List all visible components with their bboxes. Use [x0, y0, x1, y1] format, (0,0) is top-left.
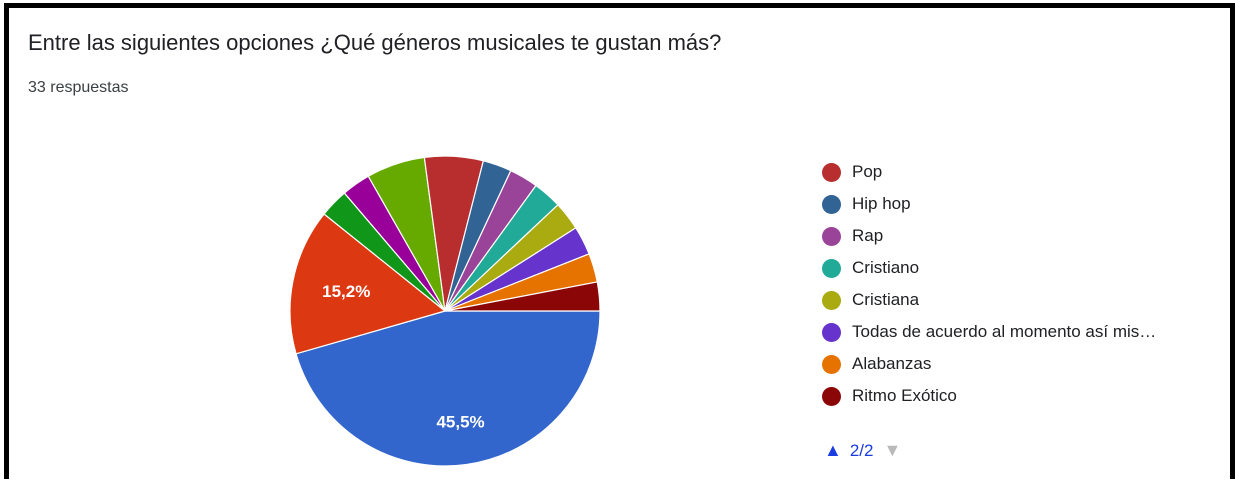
triangle-up-icon[interactable]: ▲ [824, 440, 842, 460]
legend-swatch [822, 258, 841, 278]
legend-label: Hip hop [852, 194, 911, 213]
legend-label: Cristiano [852, 258, 920, 277]
legend-item[interactable]: Cristiano [822, 252, 1227, 284]
legend-swatch [822, 162, 841, 182]
legend-swatch [822, 194, 841, 214]
pie-slice[interactable] [289, 213, 447, 355]
legend-label: Ritmo Exótico [852, 386, 957, 405]
legend-label: Alabanzas [852, 354, 932, 373]
legend-label: Cristiana [852, 290, 920, 309]
legend-swatch [822, 290, 841, 310]
legend-item[interactable]: Rap [822, 220, 1227, 252]
legend-item[interactable]: Pop [822, 156, 1227, 188]
legend-item[interactable]: Ritmo Exótico [822, 380, 1227, 412]
legend: Pop Hip hop Rap Cristiano Cristiana Todas de … [822, 156, 1227, 412]
chart-card [4, 3, 1235, 479]
legend-item[interactable]: Todas de acuerdo al momento así mis… [822, 316, 1227, 348]
pie-slice[interactable] [444, 281, 601, 312]
legend-swatch [822, 226, 841, 246]
legend-swatch [822, 386, 841, 406]
response-count: 33 respuestas [28, 79, 129, 96]
page-indicator: 2/2 [849, 440, 874, 460]
legend-item[interactable]: Alabanzas [822, 348, 1227, 380]
legend-pager: ▲ 2/2 ▼ [824, 440, 901, 461]
legend-label: Pop [852, 162, 883, 181]
pie-slice[interactable] [295, 310, 601, 467]
slice-percent-label: 45,5% [436, 413, 484, 432]
legend-item[interactable]: Cristiana [822, 284, 1227, 316]
chart-title: Entre las siguientes opciones ¿Qué géner… [28, 30, 722, 55]
triangle-down-icon[interactable]: ▼ [883, 440, 902, 460]
legend-item[interactable]: Hip hop [822, 188, 1227, 220]
legend-label: Rap [852, 226, 884, 245]
legend-swatch [822, 354, 841, 374]
legend-swatch [822, 322, 841, 342]
slice-percent-label: 15,2% [322, 282, 370, 301]
legend-label: Todas de acuerdo al momento así mis… [852, 322, 1157, 341]
